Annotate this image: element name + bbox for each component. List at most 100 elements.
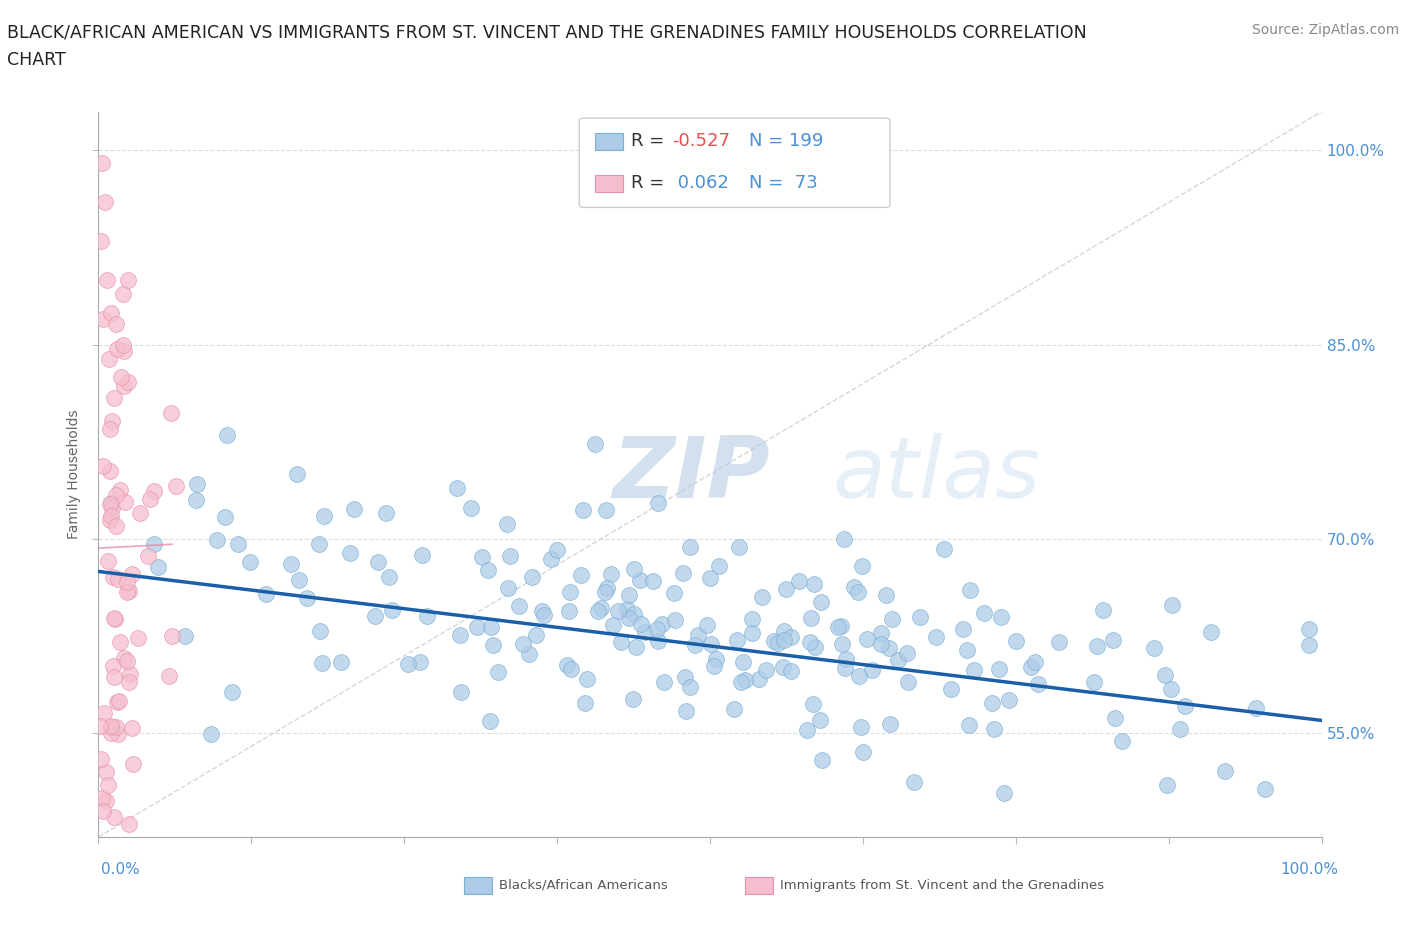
Point bbox=[100, 509, 122, 524]
Point bbox=[801, 697, 824, 711]
Point bbox=[254, 587, 277, 602]
Point bbox=[205, 532, 228, 547]
Point bbox=[1254, 781, 1277, 796]
Point bbox=[939, 681, 962, 696]
Point bbox=[616, 602, 638, 617]
Point bbox=[1160, 682, 1182, 697]
Point bbox=[285, 466, 308, 481]
Point bbox=[569, 568, 592, 583]
Point bbox=[856, 632, 879, 647]
Point bbox=[100, 496, 122, 511]
Point bbox=[162, 629, 184, 644]
Point bbox=[647, 633, 669, 648]
Point bbox=[699, 571, 721, 586]
Point bbox=[560, 662, 582, 677]
Point bbox=[1199, 624, 1222, 639]
Text: 0.062: 0.062 bbox=[672, 174, 728, 193]
Point bbox=[741, 611, 763, 626]
Point bbox=[851, 559, 873, 574]
Point bbox=[602, 618, 624, 632]
Point bbox=[896, 645, 918, 660]
Point bbox=[375, 506, 398, 521]
Point bbox=[621, 691, 644, 706]
Point bbox=[146, 560, 169, 575]
Point bbox=[471, 550, 494, 565]
Point bbox=[105, 341, 128, 356]
Point bbox=[734, 672, 756, 687]
Point bbox=[772, 632, 794, 647]
Point bbox=[796, 723, 818, 737]
Point bbox=[416, 608, 439, 623]
Point bbox=[91, 458, 114, 473]
Point bbox=[200, 726, 222, 741]
Point bbox=[998, 693, 1021, 708]
Point bbox=[105, 317, 128, 332]
Point bbox=[103, 610, 125, 625]
Point bbox=[100, 500, 122, 515]
Point bbox=[460, 500, 482, 515]
Point bbox=[311, 656, 333, 671]
Point bbox=[628, 573, 651, 588]
Point bbox=[121, 566, 143, 581]
Point bbox=[877, 641, 900, 656]
Point bbox=[342, 502, 364, 517]
Point bbox=[112, 286, 135, 301]
Point bbox=[683, 638, 706, 653]
Point bbox=[799, 635, 821, 650]
Point bbox=[773, 623, 796, 638]
Point bbox=[90, 233, 112, 248]
Point bbox=[100, 512, 122, 527]
Point bbox=[411, 548, 433, 563]
Point bbox=[112, 650, 135, 665]
Point bbox=[330, 654, 353, 669]
Point bbox=[852, 745, 875, 760]
Point bbox=[834, 660, 856, 675]
Point bbox=[963, 662, 986, 677]
Point bbox=[910, 609, 932, 624]
Point bbox=[524, 628, 547, 643]
Point bbox=[848, 669, 870, 684]
Point bbox=[467, 619, 489, 634]
Point bbox=[846, 585, 869, 600]
Point bbox=[575, 671, 598, 686]
Point bbox=[741, 626, 763, 641]
Y-axis label: Family Households: Family Households bbox=[67, 409, 82, 539]
Point bbox=[118, 667, 141, 682]
Point bbox=[811, 752, 834, 767]
Point bbox=[860, 662, 883, 677]
Point bbox=[214, 510, 236, 525]
Point bbox=[1085, 638, 1108, 653]
Point bbox=[93, 195, 115, 210]
Point bbox=[733, 654, 755, 669]
Point bbox=[546, 542, 568, 557]
Point bbox=[875, 588, 897, 603]
Point bbox=[127, 631, 149, 645]
Point bbox=[607, 604, 630, 618]
Point bbox=[114, 495, 136, 510]
Point bbox=[1024, 655, 1046, 670]
Point bbox=[766, 635, 789, 650]
Point bbox=[630, 617, 652, 631]
Point bbox=[1005, 633, 1028, 648]
Point bbox=[450, 684, 472, 699]
Point bbox=[103, 391, 125, 405]
Point bbox=[755, 662, 778, 677]
Point bbox=[599, 566, 621, 581]
Point bbox=[143, 484, 166, 498]
Point bbox=[619, 610, 641, 625]
Point bbox=[808, 712, 831, 727]
Point bbox=[97, 777, 120, 792]
Point bbox=[1143, 641, 1166, 656]
Point bbox=[104, 519, 127, 534]
Point bbox=[118, 584, 141, 599]
Point bbox=[409, 655, 432, 670]
Point bbox=[1298, 622, 1320, 637]
Point bbox=[496, 516, 519, 531]
Point bbox=[308, 624, 330, 639]
Point bbox=[108, 694, 131, 709]
Point bbox=[100, 718, 122, 733]
Point bbox=[832, 531, 855, 546]
Point bbox=[981, 696, 1004, 711]
Text: Immigrants from St. Vincent and the Grenadines: Immigrants from St. Vincent and the Gren… bbox=[780, 879, 1105, 892]
Point bbox=[593, 585, 616, 600]
